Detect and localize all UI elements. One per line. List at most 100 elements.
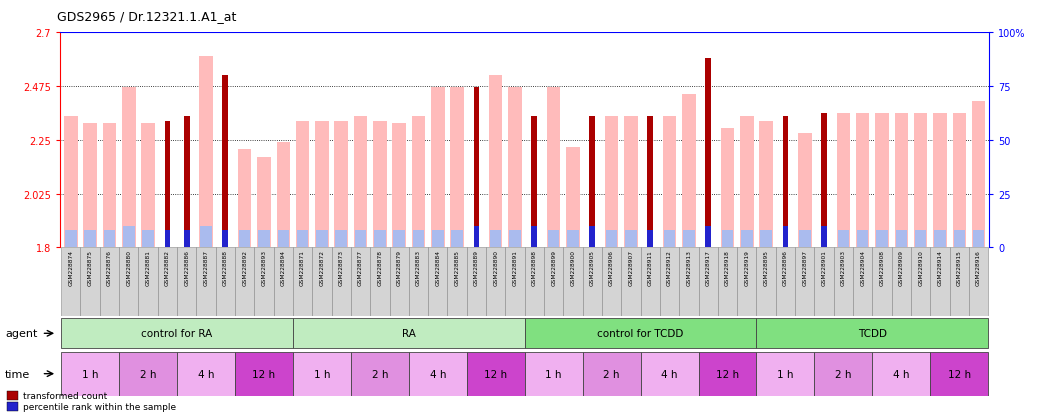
Bar [622,248,640,316]
Bar [104,230,115,248]
Bar [682,95,695,248]
Bar [351,352,409,396]
Bar [64,116,78,248]
Text: GSM228884: GSM228884 [435,250,440,286]
Text: 4 h: 4 h [661,369,678,379]
Text: percentile rank within the sample: percentile rank within the sample [23,402,176,411]
Bar [409,248,428,316]
Text: GSM228871: GSM228871 [300,250,305,286]
Text: GSM228878: GSM228878 [378,250,382,286]
Bar [606,230,618,248]
Text: transformed count: transformed count [23,391,107,400]
Bar [506,248,525,316]
Bar [660,248,679,316]
Bar [531,226,538,248]
Text: control for TCDD: control for TCDD [598,328,684,339]
Text: GSM228901: GSM228901 [822,250,826,286]
Text: GSM228890: GSM228890 [493,250,498,286]
Bar [103,124,116,248]
Bar [447,248,467,316]
Bar [83,124,97,248]
Bar [373,121,386,248]
Text: GSM228907: GSM228907 [628,250,633,286]
Bar [122,88,136,248]
Text: GSM228893: GSM228893 [262,250,267,286]
Bar [450,88,464,248]
Text: GSM228883: GSM228883 [416,250,421,286]
Text: GSM228906: GSM228906 [609,250,614,286]
Bar [648,116,653,248]
Bar [582,248,602,316]
Text: GSM228898: GSM228898 [531,250,537,286]
Bar [590,116,595,248]
Bar [699,352,757,396]
Text: GSM228918: GSM228918 [725,250,730,286]
Bar [486,248,506,316]
Text: GSM228917: GSM228917 [706,250,711,286]
Bar [238,150,251,248]
Text: agent: agent [5,328,37,339]
Bar [312,248,331,316]
Bar [392,124,406,248]
Text: GSM228900: GSM228900 [571,250,575,286]
Bar [428,248,447,316]
Bar [276,143,290,248]
Bar [740,116,754,248]
Bar [296,121,309,248]
Bar [625,230,636,248]
Bar [258,230,270,248]
Text: GSM228886: GSM228886 [184,250,189,286]
Bar [525,319,757,349]
Bar [334,121,348,248]
Bar [124,226,135,248]
Bar [222,230,228,248]
Bar [473,226,480,248]
Bar [973,230,984,248]
Bar [371,248,389,316]
Bar [953,114,966,248]
Text: 4 h: 4 h [430,369,446,379]
Bar [138,248,158,316]
Bar [61,248,81,316]
Bar [663,116,677,248]
Text: GSM228909: GSM228909 [899,250,904,286]
Bar [84,230,95,248]
Bar [705,59,711,248]
Bar [582,352,640,396]
Text: GSM228892: GSM228892 [242,250,247,286]
Text: GSM228876: GSM228876 [107,250,112,286]
Bar [834,248,853,316]
Bar [467,248,486,316]
Bar [564,248,582,316]
Text: GSM228891: GSM228891 [513,250,518,286]
Bar [892,248,911,316]
Text: 4 h: 4 h [893,369,909,379]
Bar [950,248,968,316]
Bar [876,230,887,248]
Bar [821,226,827,248]
Bar [531,116,538,248]
Bar [199,57,213,248]
Bar [798,133,812,248]
Bar [664,230,676,248]
Bar [490,230,501,248]
Bar [473,88,480,248]
Bar [605,116,619,248]
Bar [757,352,815,396]
Bar [699,248,718,316]
Bar [548,230,559,248]
Text: GSM228880: GSM228880 [127,250,131,286]
Text: GDS2965 / Dr.12321.1.A1_at: GDS2965 / Dr.12321.1.A1_at [57,10,237,23]
Bar [718,248,737,316]
Bar [489,76,502,248]
Bar [624,116,637,248]
Text: 2 h: 2 h [603,369,620,379]
Text: GSM228877: GSM228877 [358,250,363,286]
Bar [799,230,811,248]
Bar [934,230,946,248]
Text: GSM228872: GSM228872 [320,250,325,286]
Text: 2 h: 2 h [372,369,388,379]
Bar [737,248,757,316]
Bar [65,230,77,248]
Text: GSM228912: GSM228912 [667,250,672,286]
